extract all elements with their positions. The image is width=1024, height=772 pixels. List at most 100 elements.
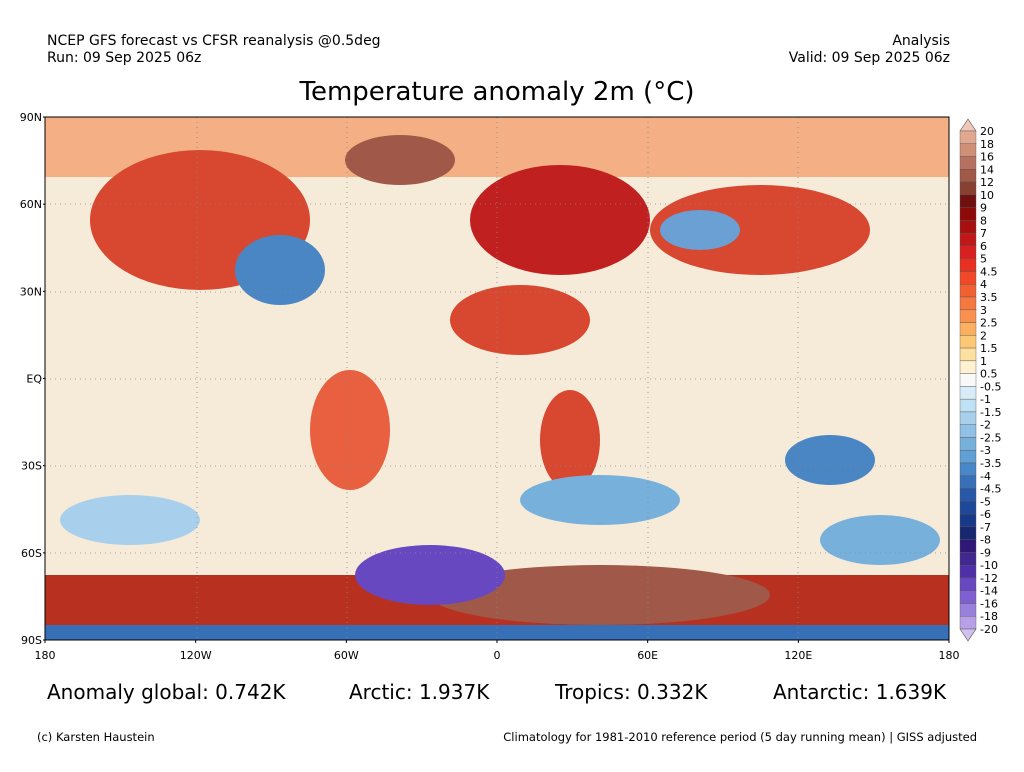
colorbar-label: -2.5 xyxy=(980,431,1001,444)
colorbar-box xyxy=(959,488,977,502)
footer-right: Climatology for 1981-2010 reference peri… xyxy=(503,730,977,744)
lon-label: 120E xyxy=(784,649,812,662)
header-right-2: Valid: 09 Sep 2025 06z xyxy=(789,50,950,66)
lon-label: 0 xyxy=(494,649,501,662)
colorbar-box xyxy=(959,539,977,553)
colorbar-label: 16 xyxy=(980,151,994,164)
colorbar-box xyxy=(959,373,977,387)
colorbar-box xyxy=(959,411,977,425)
colorbar-label: -5 xyxy=(980,495,991,508)
stat: Tropics: 0.332K xyxy=(554,680,708,704)
colorbar-label: 14 xyxy=(980,163,994,176)
colorbar-box xyxy=(959,181,977,196)
colorbar-box xyxy=(959,271,977,285)
colorbar-box xyxy=(959,156,977,170)
colorbar-box xyxy=(959,386,977,400)
colorbar-label: 2 xyxy=(980,329,987,342)
colorbar-label: -4.5 xyxy=(980,483,1001,496)
colorbar-label: 6 xyxy=(980,240,987,253)
colorbar: 201816141210987654.543.532.521.510.5-0.5… xyxy=(959,118,1001,642)
colorbar-label: 3 xyxy=(980,304,987,317)
header-left-1: NCEP GFS forecast vs CFSR reanalysis @0.… xyxy=(47,33,381,49)
colorbar-label: -1.5 xyxy=(980,406,1001,419)
colorbar-label: -7 xyxy=(980,521,991,534)
colorbar-label: -6 xyxy=(980,508,991,521)
colorbar-box xyxy=(959,552,977,566)
lat-label: 60N xyxy=(20,198,42,211)
colorbar-label: 18 xyxy=(980,138,994,151)
colorbar-label: 5 xyxy=(980,253,987,266)
lon-label: 60W xyxy=(334,649,359,662)
colorbar-label: 12 xyxy=(980,176,994,189)
header-right-1: Analysis xyxy=(892,33,950,49)
lat-label: EQ xyxy=(26,373,42,386)
colorbar-label: 10 xyxy=(980,189,994,202)
colorbar-box xyxy=(959,475,977,489)
colorbar-label: 8 xyxy=(980,214,987,227)
colorbar-box xyxy=(959,258,977,272)
lon-label: 180 xyxy=(939,649,960,662)
colorbar-label: -14 xyxy=(980,585,998,598)
colorbar-label: -3 xyxy=(980,444,991,457)
colorbar-box xyxy=(959,526,977,540)
colorbar-label: -4 xyxy=(980,470,991,483)
map xyxy=(45,117,949,640)
colorbar-box xyxy=(959,322,977,336)
colorbar-label: 2.5 xyxy=(980,317,998,330)
colorbar-box xyxy=(959,360,977,374)
stat: Antarctic: 1.639K xyxy=(773,680,947,704)
colorbar-box xyxy=(959,143,977,157)
colorbar-box xyxy=(959,220,977,234)
colorbar-label: 1 xyxy=(980,355,987,368)
colorbar-label: 3.5 xyxy=(980,291,998,304)
lat-label: 60S xyxy=(21,547,42,560)
colorbar-label: 0.5 xyxy=(980,368,998,381)
colorbar-label: 1.5 xyxy=(980,342,998,355)
map-axes: 90N 60N 30N EQ 30S 60S 90S 180 120W 60W 0 60E 120E 18… xyxy=(20,111,960,662)
colorbar-box xyxy=(959,577,977,591)
colorbar-label: -12 xyxy=(980,572,998,585)
colorbar-box xyxy=(959,296,977,310)
colorbar-box xyxy=(959,284,977,298)
colorbar-box xyxy=(959,437,977,451)
colorbar-box xyxy=(959,309,977,323)
colorbar-label: 7 xyxy=(980,227,987,240)
colorbar-label: -2 xyxy=(980,419,991,432)
colorbar-box xyxy=(959,194,977,208)
colorbar-label: 4 xyxy=(980,278,987,291)
colorbar-box xyxy=(959,450,977,464)
colorbar-box xyxy=(959,245,977,259)
colorbar-label: -18 xyxy=(980,610,998,623)
colorbar-label: -0.5 xyxy=(980,380,1001,393)
colorbar-label: 20 xyxy=(980,125,994,138)
lat-label: 90S xyxy=(21,634,42,647)
lon-label: 180 xyxy=(35,649,56,662)
lon-label: 120W xyxy=(180,649,212,662)
lat-label: 30S xyxy=(21,460,42,473)
lon-label: 60E xyxy=(637,649,658,662)
colorbar-box xyxy=(959,513,977,528)
colorbar-label: -16 xyxy=(980,597,998,610)
colorbar-box xyxy=(959,398,977,413)
colorbar-label: -20 xyxy=(980,623,998,636)
colorbar-label: -10 xyxy=(980,559,998,572)
lat-label: 90N xyxy=(20,111,42,124)
colorbar-box xyxy=(959,590,977,604)
title: Temperature anomaly 2m (°C) xyxy=(299,77,695,107)
colorbar-label: 9 xyxy=(980,202,987,215)
colorbar-box xyxy=(959,335,977,349)
colorbar-label: -3.5 xyxy=(980,457,1001,470)
colorbar-box xyxy=(959,424,977,438)
colorbar-box xyxy=(959,603,977,617)
colorbar-label: -9 xyxy=(980,546,991,559)
colorbar-label: -1 xyxy=(980,393,991,406)
colorbar-arrow xyxy=(959,628,977,642)
colorbar-box xyxy=(959,347,977,362)
colorbar-box xyxy=(959,564,977,579)
colorbar-label: 4.5 xyxy=(980,265,998,278)
colorbar-box xyxy=(959,501,977,515)
footer-left: (c) Karsten Haustein xyxy=(37,730,155,744)
colorbar-box xyxy=(959,207,977,221)
header-left-2: Run: 09 Sep 2025 06z xyxy=(47,50,201,66)
